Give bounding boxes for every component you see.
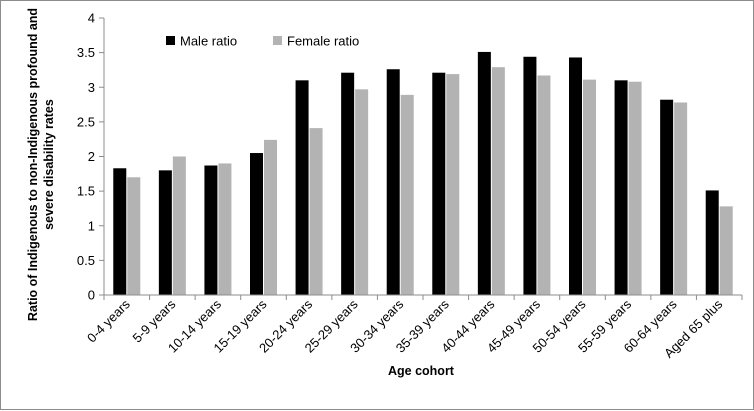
male-ratio-bar (386, 69, 400, 296)
female-ratio-bar (127, 177, 141, 295)
legend-swatch (166, 36, 175, 45)
female-ratio-bar (537, 75, 551, 295)
y-axis-title: Ratio of Indigenous to non-Indigenous pr… (26, 8, 56, 321)
x-tick-label: 0-4 years (84, 296, 133, 345)
male-ratio-bar (705, 190, 719, 295)
y-axis-ticks: 0 0.5 1 1.5 2 2.5 3 3.5 4 (77, 11, 104, 303)
legend: Male ratio Female ratio (166, 34, 359, 49)
male-ratio-bar (341, 72, 355, 296)
female-ratio-bar (719, 206, 733, 295)
male-ratio-bar (113, 168, 127, 295)
y-tick-label: 2.5 (77, 114, 95, 129)
y-tick-label: 0 (88, 288, 95, 303)
y-tick-label: 1 (88, 218, 95, 233)
male-ratio-bar (204, 165, 218, 295)
y-tick-label: 2 (88, 149, 95, 164)
female-ratio-bar (674, 102, 688, 295)
legend-swatch (273, 36, 282, 45)
y-tick-label: 1.5 (77, 184, 95, 199)
female-ratio-bar (446, 74, 460, 295)
female-ratio-bar (628, 81, 642, 296)
female-ratio-bar (400, 94, 414, 296)
legend-label: Male ratio (180, 34, 237, 49)
female-ratio-bar (172, 156, 186, 295)
y-tick-label: 4 (88, 11, 95, 26)
y-tick-label: 3.5 (77, 45, 95, 60)
female-ratio-bar (218, 163, 232, 295)
male-ratio-bar (250, 153, 263, 295)
male-ratio-bar (614, 80, 628, 295)
male-ratio-bar (477, 51, 491, 296)
male-ratio-bar (295, 80, 309, 295)
male-ratio-bar (158, 170, 172, 295)
x-axis-title: Age cohort (388, 364, 455, 378)
male-ratio-bar (660, 99, 674, 295)
female-ratio-bar (264, 139, 277, 295)
female-ratio-bar (309, 128, 323, 295)
male-ratio-bar (523, 56, 537, 295)
bars (113, 51, 733, 296)
female-ratio-bar (491, 67, 505, 295)
male-ratio-bar (569, 57, 582, 295)
male-ratio-bar (432, 72, 446, 296)
female-ratio-bar (355, 89, 369, 295)
y-tick-label: 0.5 (77, 253, 95, 268)
y-tick-label: 3 (88, 80, 95, 95)
legend-label: Female ratio (287, 34, 359, 49)
female-ratio-bar (583, 79, 596, 295)
